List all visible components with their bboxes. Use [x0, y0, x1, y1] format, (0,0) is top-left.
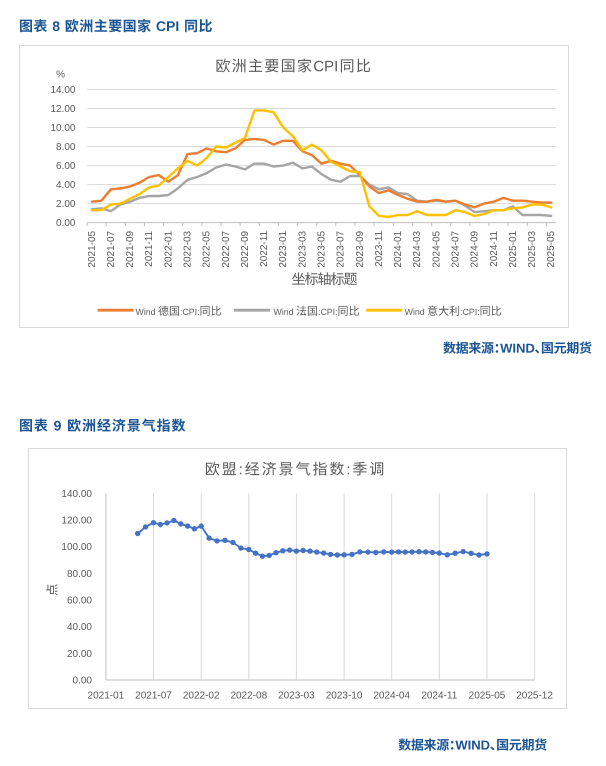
svg-text:2022-05: 2022-05: [202, 230, 213, 267]
svg-text:2022-01: 2022-01: [163, 230, 174, 267]
svg-text:2025-12: 2025-12: [516, 690, 553, 701]
svg-text:2021-09: 2021-09: [125, 230, 136, 267]
svg-text:120.00: 120.00: [61, 516, 92, 527]
svg-text:2.00: 2.00: [56, 199, 76, 210]
svg-text:2022-07: 2022-07: [221, 230, 232, 267]
svg-text:10.00: 10.00: [50, 123, 75, 134]
svg-text:2022-09: 2022-09: [240, 230, 251, 267]
svg-text:%: %: [56, 70, 65, 81]
svg-text:80.00: 80.00: [67, 569, 92, 580]
svg-text:12.00: 12.00: [50, 104, 75, 115]
svg-text:2023-10: 2023-10: [326, 690, 363, 701]
svg-text:4.00: 4.00: [56, 180, 76, 191]
svg-text:2024-11: 2024-11: [421, 690, 457, 701]
svg-text:2024-01: 2024-01: [393, 230, 404, 267]
svg-text:2025-05: 2025-05: [546, 230, 557, 267]
svg-text:8.00: 8.00: [56, 142, 76, 153]
svg-text:2022-08: 2022-08: [230, 690, 267, 701]
svg-text:2025-01: 2025-01: [508, 230, 519, 267]
svg-text:20.00: 20.00: [67, 649, 92, 660]
svg-text:2024-04: 2024-04: [373, 690, 410, 701]
svg-text:2024-09: 2024-09: [470, 230, 481, 267]
svg-text:2022-02: 2022-02: [183, 690, 220, 701]
svg-text:2021-11: 2021-11: [144, 230, 155, 266]
svg-text:14.00: 14.00: [50, 85, 75, 96]
svg-text:0.00: 0.00: [73, 675, 93, 686]
svg-text:2025-03: 2025-03: [527, 230, 538, 267]
svg-text:2022-03: 2022-03: [183, 230, 194, 267]
svg-text:2021-05: 2021-05: [87, 230, 98, 267]
svg-text:2023-05: 2023-05: [317, 230, 328, 267]
svg-text:140.00: 140.00: [61, 489, 92, 500]
svg-text:100.00: 100.00: [61, 542, 92, 553]
svg-text:6.00: 6.00: [56, 161, 76, 172]
svg-text:2024-03: 2024-03: [412, 230, 423, 267]
svg-text:2023-09: 2023-09: [355, 230, 366, 267]
svg-text:2023-03: 2023-03: [297, 230, 308, 267]
svg-text:2023-07: 2023-07: [336, 230, 347, 267]
svg-text:2021-07: 2021-07: [135, 690, 172, 701]
svg-text:2024-07: 2024-07: [451, 230, 462, 267]
svg-text:2023-11: 2023-11: [374, 230, 385, 266]
svg-text:2024-11: 2024-11: [489, 230, 500, 266]
svg-text:2024-05: 2024-05: [431, 230, 442, 267]
svg-text:2025-05: 2025-05: [469, 690, 506, 701]
svg-text:0.00: 0.00: [56, 218, 76, 229]
svg-text:2021-01: 2021-01: [88, 690, 125, 701]
svg-text:60.00: 60.00: [67, 596, 92, 607]
svg-text:2023-03: 2023-03: [278, 690, 315, 701]
svg-text:40.00: 40.00: [67, 622, 92, 633]
svg-text:2022-11: 2022-11: [259, 230, 270, 266]
svg-text:2023-01: 2023-01: [278, 230, 289, 267]
svg-text:2021-07: 2021-07: [106, 230, 117, 267]
